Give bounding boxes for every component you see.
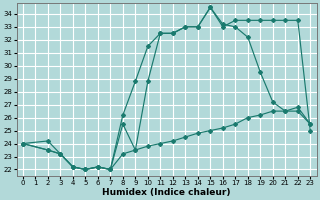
- X-axis label: Humidex (Indice chaleur): Humidex (Indice chaleur): [102, 188, 231, 197]
